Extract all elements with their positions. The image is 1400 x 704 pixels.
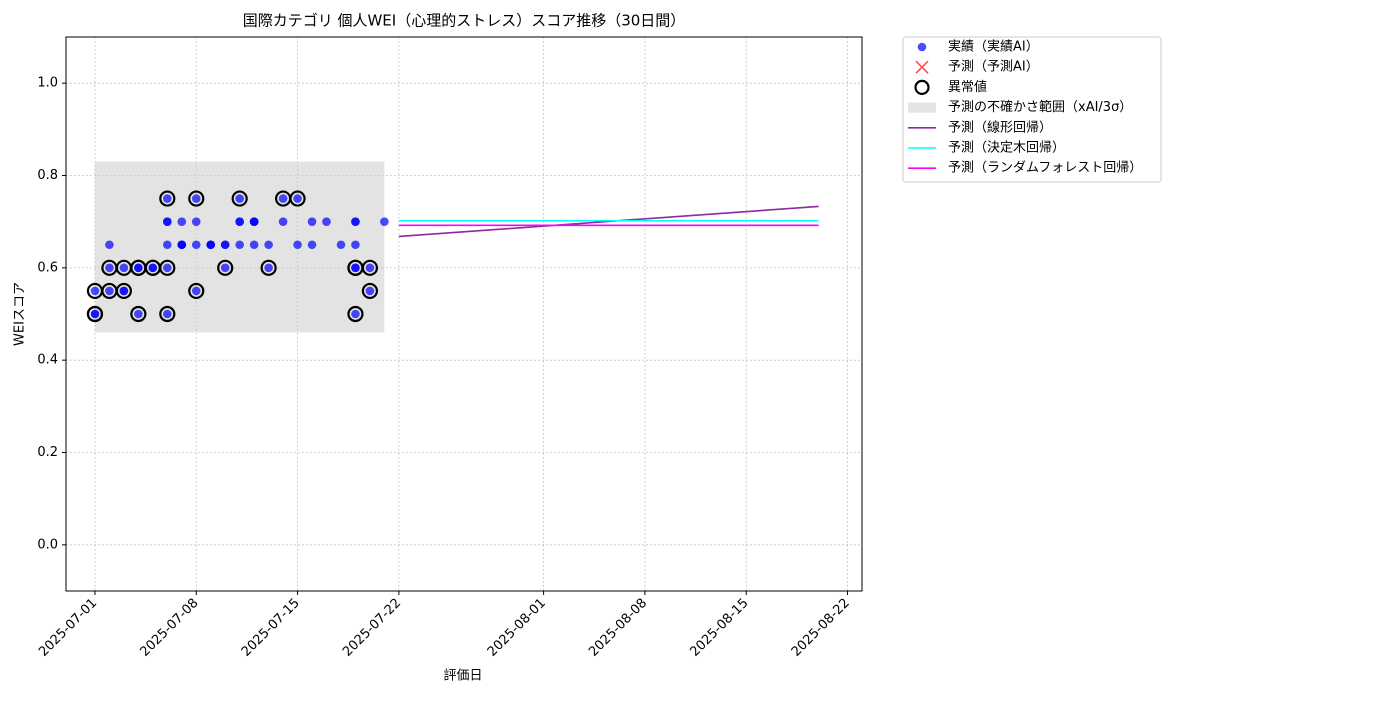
actual-point — [220, 240, 230, 250]
legend-label: 実績（実績AI） — [948, 39, 1039, 55]
actual-point — [235, 194, 244, 203]
x-tick-label: 2025-07-01 — [36, 596, 100, 660]
outlier-point — [159, 190, 176, 207]
actual-point — [191, 217, 201, 226]
plot-area — [66, 37, 862, 591]
actual-point — [148, 263, 158, 273]
actual-point — [90, 309, 100, 319]
x-tick-label: 2025-08-01 — [485, 596, 549, 660]
actual-point — [134, 263, 143, 273]
actual-point — [293, 240, 302, 250]
y-tick-label: 0.2 — [37, 445, 58, 460]
actual-point — [90, 286, 100, 296]
actual-point — [220, 263, 230, 273]
actual-point — [235, 217, 244, 226]
actual-point — [307, 240, 317, 250]
actual-point — [249, 240, 259, 250]
actual-point — [249, 217, 259, 226]
legend-marker — [914, 79, 930, 96]
y-axis-label: WEIスコア — [13, 282, 28, 346]
actual-point — [307, 217, 317, 226]
legend-marker — [908, 102, 936, 113]
x-axis-label: 評価日 — [443, 669, 482, 684]
x-tick-label: 2025-08-15 — [687, 596, 751, 660]
outlier-point — [115, 282, 132, 300]
y-tick-label: 0.8 — [37, 168, 58, 183]
outlier-point — [130, 305, 147, 323]
actual-point — [365, 286, 375, 296]
actual-point — [264, 263, 273, 273]
chart-title: 国際カテゴリ 個人WEI（心理的ストレス）スコア推移（30日間） — [243, 12, 686, 30]
x-tick-label: 2025-07-22 — [340, 596, 404, 660]
actual-point — [336, 240, 346, 250]
outlier-point — [217, 259, 234, 276]
outlier-point — [361, 282, 379, 300]
outlier-point — [347, 305, 364, 323]
actual-point — [177, 240, 187, 250]
x-tick-label: 2025-07-08 — [138, 596, 202, 660]
actual-point — [134, 309, 143, 319]
legend-marker — [917, 42, 927, 52]
actual-point — [278, 217, 288, 226]
outlier-point — [260, 259, 277, 276]
outlier-point — [159, 259, 176, 276]
actual-point — [163, 217, 172, 226]
actual-point — [191, 194, 201, 203]
actual-point — [105, 286, 114, 296]
outlier-point — [231, 190, 248, 207]
outlier-point — [159, 305, 176, 323]
actual-point — [105, 240, 114, 250]
plot-frame — [65, 36, 863, 592]
outlier-point — [361, 259, 379, 276]
actual-point — [351, 309, 360, 319]
actual-point — [163, 194, 172, 203]
legend-label: 予測（線形回帰） — [948, 119, 1052, 135]
actual-point — [351, 217, 360, 226]
x-tick-label: 2025-08-22 — [789, 596, 853, 660]
legend-label: 異常値 — [948, 79, 987, 95]
legend-label: 予測（決定木回帰） — [948, 140, 1065, 156]
legend-label: 予測の不確かさ範囲（xAI/3σ） — [948, 99, 1132, 115]
outlier-point — [188, 190, 205, 207]
y-tick-label: 1.0 — [37, 76, 58, 91]
actual-point — [119, 263, 129, 273]
legend-label: 予測（予測AI） — [948, 60, 1039, 75]
actual-point — [105, 263, 114, 273]
legend-box — [902, 36, 1162, 183]
outlier-point — [188, 282, 205, 300]
outlier-point — [86, 305, 104, 323]
actual-point — [264, 240, 273, 250]
outlier-point — [289, 190, 306, 207]
y-tick-label: 0.6 — [37, 260, 58, 275]
actual-point — [365, 263, 375, 273]
actual-point — [206, 240, 216, 250]
actual-point — [191, 240, 201, 250]
legend-marker — [915, 60, 929, 74]
y-tick-label: 0.0 — [37, 537, 58, 552]
actual-point — [351, 263, 360, 273]
x-tick-label: 2025-07-15 — [239, 596, 303, 660]
y-tick-label: 0.4 — [37, 353, 58, 368]
actual-point — [278, 194, 288, 203]
actual-point — [177, 217, 187, 226]
actual-point — [119, 286, 129, 296]
actual-point — [163, 263, 172, 273]
actual-point — [380, 217, 389, 226]
actual-point — [191, 286, 201, 296]
actual-point — [163, 309, 172, 319]
actual-point — [235, 240, 244, 250]
actual-point — [163, 240, 172, 250]
actual-point — [351, 240, 360, 250]
legend-label: 予測（ランダムフォレスト回帰） — [948, 160, 1142, 176]
actual-point — [322, 217, 331, 226]
x-tick-label: 2025-08-08 — [586, 596, 650, 660]
actual-point — [293, 194, 302, 203]
